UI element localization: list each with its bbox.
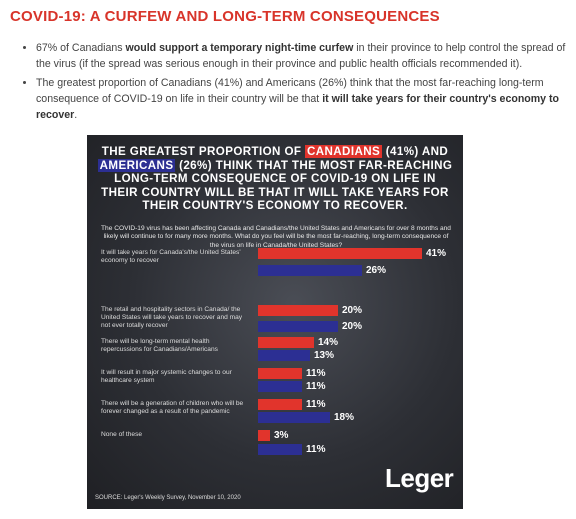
value-label: 20% bbox=[342, 305, 363, 316]
bar bbox=[258, 381, 302, 392]
bold-text: it will take years for their country's e… bbox=[36, 93, 560, 121]
title: COVID-19: A CURFEW AND LONG-TERM CONSEQU… bbox=[10, 8, 440, 25]
bar bbox=[258, 265, 362, 276]
value-label: 11% bbox=[306, 444, 326, 455]
bar bbox=[258, 350, 310, 361]
bullet: The greatest proportion of Canadians (41… bbox=[36, 75, 566, 123]
text: (26%) THINK THAT THE MOST FAR-REACHING L… bbox=[101, 158, 453, 213]
text: 67% of Canadians bbox=[36, 42, 126, 54]
text: in their province to help control the sp… bbox=[36, 42, 566, 70]
highlight-text: CANADIANS bbox=[304, 145, 383, 158]
category-label: The retail and hospitality sectors in Ca… bbox=[101, 306, 243, 329]
bold-text: would support a temporary night-time cur… bbox=[125, 42, 354, 54]
headline: THE GREATEST PROPORTION OF CANADIANS (41… bbox=[95, 145, 455, 213]
bar bbox=[258, 305, 338, 316]
text: (41%) AND bbox=[382, 145, 449, 158]
text: The greatest proportion of Canadians (41… bbox=[36, 77, 544, 105]
question: The COVID-19 virus has been affecting Ca… bbox=[101, 225, 451, 249]
text: THE GREATEST PROPORTION OF bbox=[101, 145, 305, 158]
infographic: THE GREATEST PROPORTION OF CANADIANS (41… bbox=[87, 135, 463, 509]
value-label: 20% bbox=[342, 321, 363, 332]
bar bbox=[258, 248, 422, 259]
text: . bbox=[74, 109, 78, 121]
bullet: 67% of Canadians would support a tempora… bbox=[36, 40, 566, 72]
value-label: 11% bbox=[306, 399, 326, 410]
category-label: There will be a generation of children w… bbox=[101, 400, 244, 415]
category-label: It will result in major systemic changes… bbox=[101, 369, 232, 384]
value-label: 11% bbox=[306, 368, 326, 379]
value-label: 14% bbox=[318, 337, 339, 348]
category-label: None of these bbox=[101, 431, 143, 438]
value-label: 3% bbox=[274, 430, 289, 441]
highlight-text: AMERICANS bbox=[97, 158, 176, 172]
bar bbox=[258, 430, 270, 441]
category-label: It will take years for Canada's/the Unit… bbox=[101, 249, 241, 264]
logo: Leger bbox=[385, 463, 454, 493]
value-label: 11% bbox=[306, 381, 326, 392]
bullet-list: 67% of Canadians would support a tempora… bbox=[22, 40, 566, 126]
category-label: There will be long-term mental health re… bbox=[101, 338, 218, 353]
value-label: 41% bbox=[426, 248, 447, 259]
value-label: 26% bbox=[366, 265, 387, 276]
bar bbox=[258, 412, 330, 423]
bar bbox=[258, 444, 302, 455]
bar bbox=[258, 368, 302, 379]
value-label: 18% bbox=[334, 412, 355, 423]
bar bbox=[258, 399, 302, 410]
bar bbox=[258, 337, 314, 348]
value-label: 13% bbox=[314, 350, 335, 361]
bar bbox=[258, 321, 338, 332]
source: SOURCE: Leger's Weekly Survey, November … bbox=[95, 495, 241, 501]
